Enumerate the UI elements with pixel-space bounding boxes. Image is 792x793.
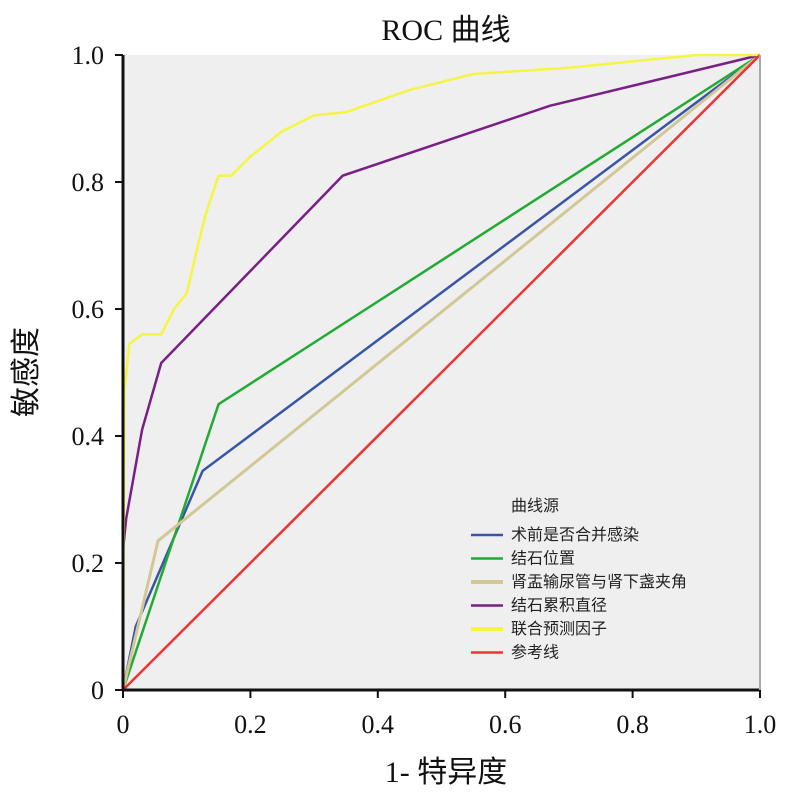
x-tick-label: 1.0 <box>744 710 777 739</box>
legend: 曲线源 术前是否合并感染结石位置肾盂输尿管与肾下盏夹角结石累积直径联合预测因子参… <box>471 496 687 662</box>
roc-curve-5 <box>122 54 761 691</box>
y-tick-label: 0.4 <box>72 422 105 451</box>
y-tick-label: 0 <box>91 676 104 705</box>
roc-curve-3 <box>121 53 761 551</box>
legend-label: 结石累积直径 <box>511 596 607 615</box>
roc-curve-1 <box>121 53 761 691</box>
legend-title: 曲线源 <box>511 496 559 515</box>
y-tick-label: 0.2 <box>72 549 105 578</box>
x-tick-label: 0.4 <box>362 710 395 739</box>
roc-curve-2 <box>121 53 761 691</box>
x-tick-label: 0.8 <box>616 710 649 739</box>
y-axis-label: 敏感度 <box>10 327 43 417</box>
legend-label: 参考线 <box>511 643 559 662</box>
x-tick-label: 0.6 <box>489 710 522 739</box>
roc-curve-4 <box>121 53 760 691</box>
chart-title: ROC 曲线 <box>381 14 510 47</box>
y-tick-label: 1.0 <box>72 41 105 70</box>
legend-label: 肾盂输尿管与肾下盏夹角 <box>511 572 687 591</box>
legend-label: 联合预测因子 <box>511 619 607 638</box>
x-tick-label: 0.2 <box>234 710 267 739</box>
legend-label: 术前是否合并感染 <box>511 525 639 544</box>
legend-label: 结石位置 <box>511 549 575 568</box>
x-tick-label: 0 <box>117 710 130 739</box>
y-tick-label: 0.8 <box>72 168 105 197</box>
x-axis-label: 1- 特异度 <box>385 756 508 789</box>
y-tick-label: 0.6 <box>72 295 105 324</box>
